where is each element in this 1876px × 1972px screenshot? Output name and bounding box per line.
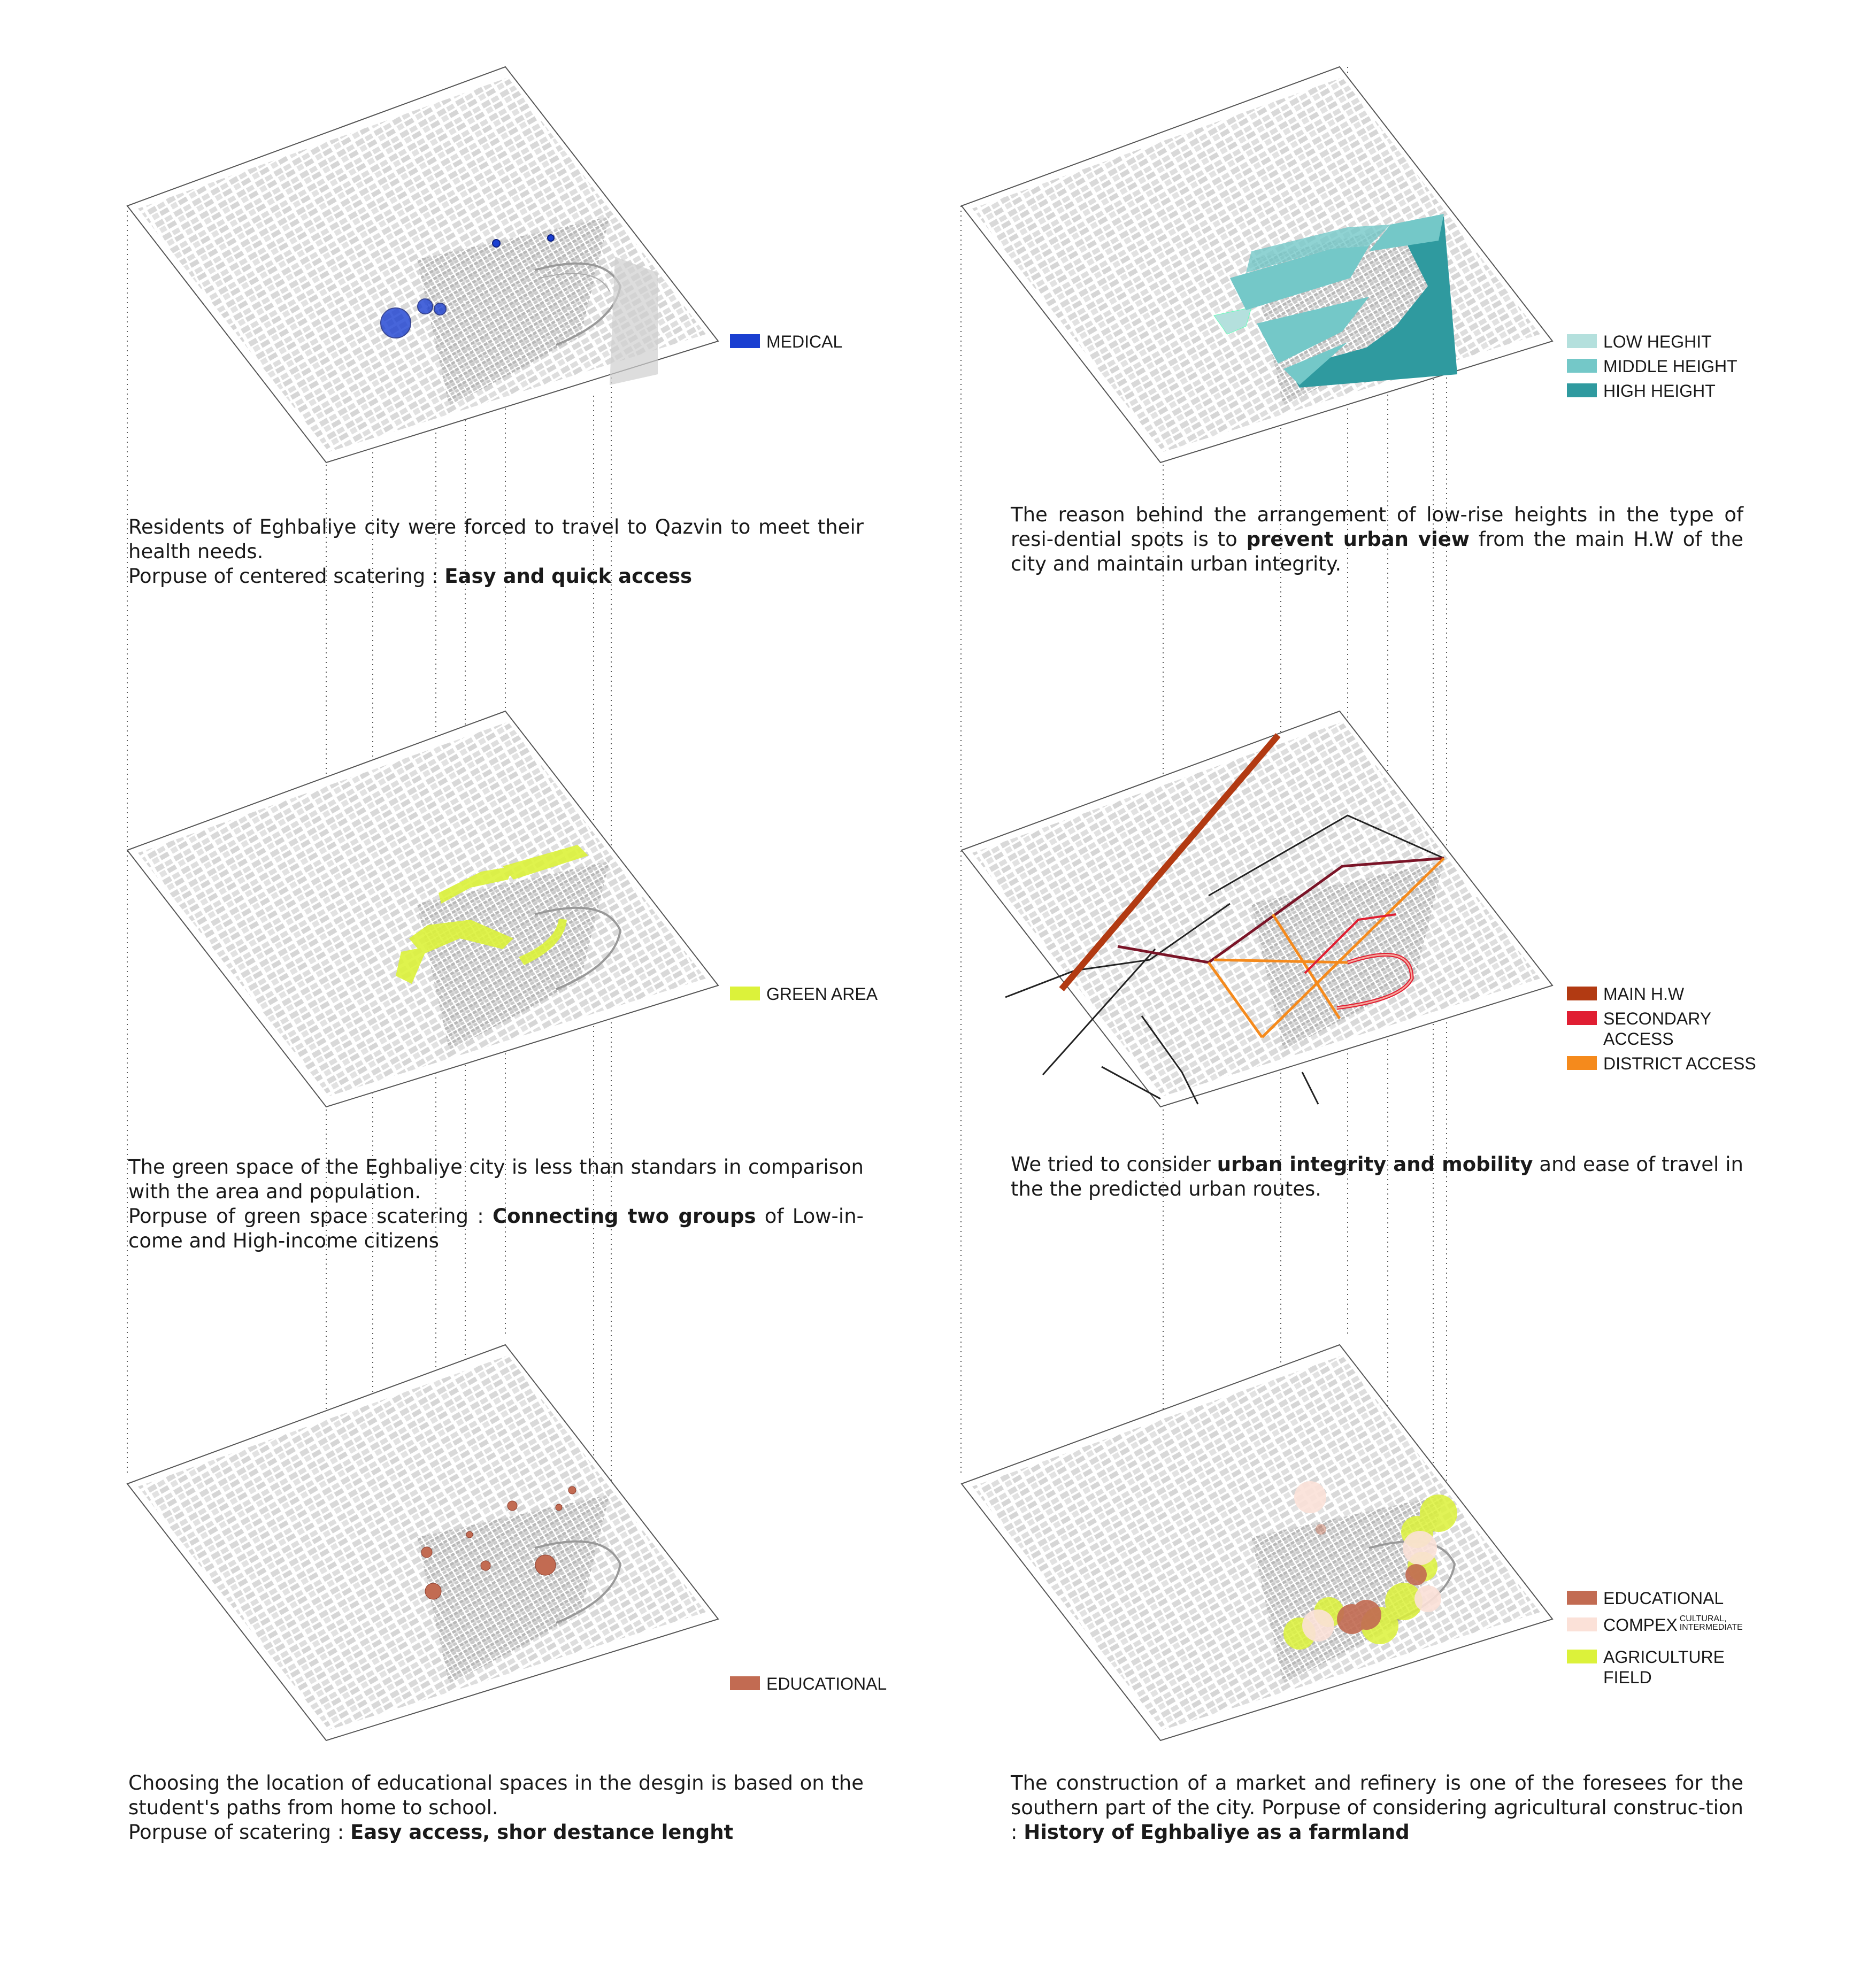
legend-swatch (1567, 987, 1597, 1000)
description-text: Porpuse of centered scatering : (128, 565, 445, 588)
legend-label: EDUCATIONAL (1603, 1589, 1724, 1608)
legend-green: GREEN AREA (730, 984, 878, 1008)
description-text: Porpuse of scatering : (128, 1821, 350, 1844)
legend-item: SECONDARY ACCESS (1567, 1008, 1759, 1049)
legend-item: AGRICULTURE FIELD (1567, 1647, 1770, 1688)
legend-swatch (1567, 1591, 1597, 1605)
description-green: The green space of the Eghbaliye city is… (128, 1155, 864, 1253)
description-text: The green space of the Eghbaliye city is… (128, 1156, 864, 1203)
legend-label: AGRICULTURE FIELD (1603, 1647, 1725, 1687)
legend-sublabel: CULTURAL, INTERMEDIATE (1679, 1614, 1743, 1632)
legend-swatch (730, 987, 760, 1000)
description-text: of Low-in-come and High-income citizens (128, 1205, 864, 1252)
description-text: Residents of Eghbaliye city were forced … (128, 515, 864, 563)
medical-markers (380, 234, 555, 338)
legend-heights: LOW HEGHIT MIDDLE HEIGHT HIGH HEIGHT (1567, 332, 1737, 405)
map-access (960, 710, 1554, 1108)
map-green (126, 710, 719, 1108)
legend-swatch (1567, 1056, 1597, 1070)
legend-medical: MEDICAL (730, 332, 842, 356)
legend-swatch (1567, 1011, 1597, 1025)
description-text: from the main H.W of the city and mainta… (1011, 528, 1743, 575)
legend-label: MIDDLE HEIGHT (1603, 357, 1737, 376)
legend-swatch (1567, 1617, 1597, 1631)
map-educational (126, 1344, 719, 1742)
legend-item: LOW HEGHIT (1567, 332, 1737, 352)
description-emphasis: Connecting two groups (492, 1205, 756, 1228)
description-emphasis: Easy access, shor destance lenght (350, 1821, 734, 1844)
legend-label: SECONDARY ACCESS (1603, 1009, 1711, 1049)
market-markers (1283, 1481, 1457, 1650)
legend-swatch (1567, 1650, 1597, 1663)
legend-access: MAIN H.W SECONDARY ACCESS DISTRICT ACCES… (1567, 984, 1759, 1078)
description-educational: Choosing the location of educational spa… (128, 1771, 864, 1845)
legend-item: COMPEX CULTURAL, INTERMEDIATE (1567, 1615, 1770, 1635)
legend-swatch (1567, 359, 1597, 373)
legend-item: EDUCATIONAL (1567, 1588, 1770, 1608)
description-text: The construction of a market and refiner… (1011, 1771, 1743, 1844)
description-access: We tried to consider urban integrity and… (1011, 1152, 1743, 1201)
legend-label: MEDICAL (766, 332, 843, 351)
description-text: We tried to consider (1011, 1153, 1217, 1176)
legend-label: DISTRICT ACCESS (1603, 1054, 1756, 1073)
height-blocks (1213, 214, 1444, 385)
legend-item: DISTRICT ACCESS (1567, 1053, 1759, 1074)
legend-item: MAIN H.W (1567, 984, 1759, 1004)
description-market: The construction of a market and refiner… (1011, 1771, 1743, 1845)
legend-label: EDUCATIONAL (766, 1674, 887, 1693)
legend-swatch (1567, 383, 1597, 397)
legend-swatch (730, 334, 760, 348)
map-medical (126, 66, 719, 464)
legend-item: MIDDLE HEIGHT (1567, 356, 1737, 376)
legend-swatch (730, 1676, 760, 1690)
description-emphasis: urban integrity and mobility (1217, 1153, 1533, 1176)
legend-market: EDUCATIONAL COMPEX CULTURAL, INTERMEDIAT… (1567, 1588, 1770, 1692)
legend-item: GREEN AREA (730, 984, 878, 1004)
legend-educational: EDUCATIONAL (730, 1674, 887, 1698)
legend-item: MEDICAL (730, 332, 842, 352)
green-areas (396, 845, 588, 984)
legend-label: MAIN H.W (1603, 984, 1685, 1004)
legend-swatch (1567, 334, 1597, 348)
description-medical: Residents of Eghbaliye city were forced … (128, 515, 864, 589)
description-text: Choosing the location of educational spa… (128, 1771, 864, 1819)
legend-label: COMPEX (1603, 1615, 1678, 1635)
educational-markers (421, 1486, 576, 1600)
description-emphasis: History of Eghbaliye as a farmland (1024, 1821, 1410, 1844)
access-roads (1059, 733, 1445, 1038)
legend-item: HIGH HEIGHT (1567, 381, 1737, 401)
description-heights: The reason behind the arrangement of low… (1011, 503, 1743, 576)
description-text: and ease of travel in the the predicted … (1011, 1153, 1743, 1200)
legend-label: LOW HEGHIT (1603, 332, 1712, 351)
legend-label: HIGH HEIGHT (1603, 381, 1716, 400)
legend-item: EDUCATIONAL (730, 1674, 887, 1694)
description-emphasis: prevent urban view (1246, 528, 1470, 551)
description-text: The reason behind the arrangement of low… (1011, 503, 1743, 551)
description-text: Porpuse of green space scatering : (128, 1205, 493, 1228)
description-emphasis: Easy and quick access (444, 565, 693, 588)
map-market (960, 1344, 1554, 1742)
legend-label: GREEN AREA (766, 984, 878, 1004)
